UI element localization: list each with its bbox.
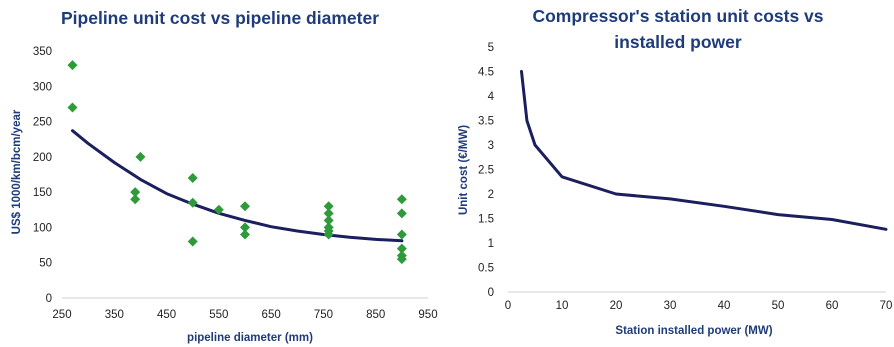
y-tick-label: 0 xyxy=(488,287,494,299)
x-tick-label: 50 xyxy=(772,300,785,312)
y-tick-label: 5 xyxy=(488,42,494,54)
y-tick-label: 3 xyxy=(488,140,494,152)
chart-title-line-1: Compressor's station unit costs vs xyxy=(532,6,823,26)
chart-pipeline: Pipeline unit cost vs pipeline diameter … xyxy=(11,8,438,344)
data-point xyxy=(135,151,146,162)
data-point xyxy=(396,243,407,254)
data-point xyxy=(130,187,141,198)
data-point xyxy=(130,194,141,205)
chart-compressor: Compressor's station unit costs vs insta… xyxy=(458,6,892,337)
y-tick-label: 3.5 xyxy=(478,116,494,128)
data-point xyxy=(240,222,250,233)
data-point xyxy=(323,201,334,212)
data-point xyxy=(323,215,334,226)
x-tick-labels: 0 10 20 30 40 50 60 70 xyxy=(505,300,893,312)
series-line xyxy=(520,70,888,231)
data-marks xyxy=(67,60,407,265)
data-point xyxy=(67,102,78,113)
x-tick-label: 60 xyxy=(826,300,839,312)
y-tick-label: 150 xyxy=(33,187,52,199)
data-point xyxy=(213,204,224,215)
y-tick-label: 4 xyxy=(488,91,495,103)
x-tick-label: 750 xyxy=(314,309,333,321)
chart-title-line-2: installed power xyxy=(614,32,742,52)
y-tick-label: 0 xyxy=(46,293,52,305)
y-tick-labels: 0 50 100 150 200 250 300 350 xyxy=(33,46,52,305)
y-tick-label: 2 xyxy=(488,189,494,201)
y-tick-label: 200 xyxy=(33,152,52,164)
data-point xyxy=(323,229,334,240)
y-tick-label: 50 xyxy=(39,258,52,270)
data-point xyxy=(240,229,250,240)
chart-title: Pipeline unit cost vs pipeline diameter xyxy=(61,8,379,28)
x-tick-label: 0 xyxy=(505,300,511,312)
x-axis-label: Station installed power (MW) xyxy=(615,325,772,337)
y-axis-label: Unit cost (€/MW) xyxy=(458,125,470,215)
x-tick-label: 350 xyxy=(105,309,124,321)
y-tick-labels: 0 0.5 1 1.5 2 2.5 3 3.5 4 4.5 5 xyxy=(478,42,495,299)
data-point xyxy=(187,236,198,247)
y-tick-label: 2.5 xyxy=(478,165,494,177)
data-point xyxy=(187,197,198,208)
data-point xyxy=(187,173,198,184)
data-marks xyxy=(520,70,888,231)
data-point xyxy=(67,60,78,71)
data-point xyxy=(240,201,250,212)
x-axis-label: pipeline diameter (mm) xyxy=(187,332,313,344)
data-point xyxy=(396,194,407,205)
data-point xyxy=(396,254,407,265)
x-tick-label: 250 xyxy=(52,309,71,321)
x-tick-label: 450 xyxy=(157,309,176,321)
y-tick-label: 350 xyxy=(33,46,52,58)
y-tick-label: 0.5 xyxy=(478,263,494,275)
x-tick-label: 30 xyxy=(664,300,677,312)
x-tick-label: 550 xyxy=(209,309,228,321)
data-point xyxy=(396,229,407,240)
x-tick-label: 650 xyxy=(262,309,281,321)
x-tick-label: 950 xyxy=(418,309,437,321)
x-tick-labels: 250 350 450 550 650 750 850 950 xyxy=(52,309,437,321)
y-tick-label: 100 xyxy=(33,222,52,234)
y-tick-label: 4.5 xyxy=(478,67,494,79)
y-tick-label: 1 xyxy=(488,238,494,250)
x-tick-label: 850 xyxy=(366,309,385,321)
trend-line xyxy=(71,129,404,243)
y-axis-label: US$ 1000/km/bcm/year xyxy=(11,109,23,234)
y-tick-label: 250 xyxy=(33,117,52,129)
data-point xyxy=(396,208,407,219)
y-tick-label: 1.5 xyxy=(478,214,494,226)
data-point xyxy=(323,208,334,219)
x-tick-label: 40 xyxy=(718,300,731,312)
x-tick-label: 20 xyxy=(610,300,623,312)
y-tick-label: 300 xyxy=(33,81,52,93)
x-tick-label: 70 xyxy=(880,300,893,312)
x-tick-label: 10 xyxy=(556,300,569,312)
